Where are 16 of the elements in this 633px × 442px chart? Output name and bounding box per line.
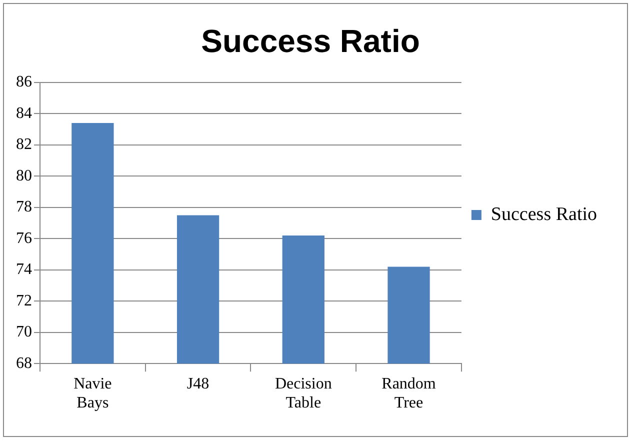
x-tick-label: J48 <box>186 375 210 392</box>
x-tick-label: Random Tree <box>382 375 436 412</box>
y-tick-label: 74 <box>16 261 32 278</box>
y-tick-label: 68 <box>16 354 32 372</box>
x-tick-label: Decision Table <box>274 375 332 412</box>
y-tick-label: 78 <box>16 198 32 216</box>
y-tick-label: 70 <box>16 324 32 341</box>
y-tick-label: 82 <box>16 136 32 154</box>
y-tick-label: 86 <box>16 74 32 91</box>
x-tick-label: Navie Bays <box>74 375 112 412</box>
y-tick-label: 72 <box>16 292 32 310</box>
y-tick-label: 84 <box>16 104 32 122</box>
legend-label: Success Ratio <box>490 204 598 225</box>
chart-title: Success Ratio <box>201 23 420 60</box>
y-tick-label: 80 <box>16 167 32 184</box>
y-tick-label: 76 <box>16 230 32 247</box>
